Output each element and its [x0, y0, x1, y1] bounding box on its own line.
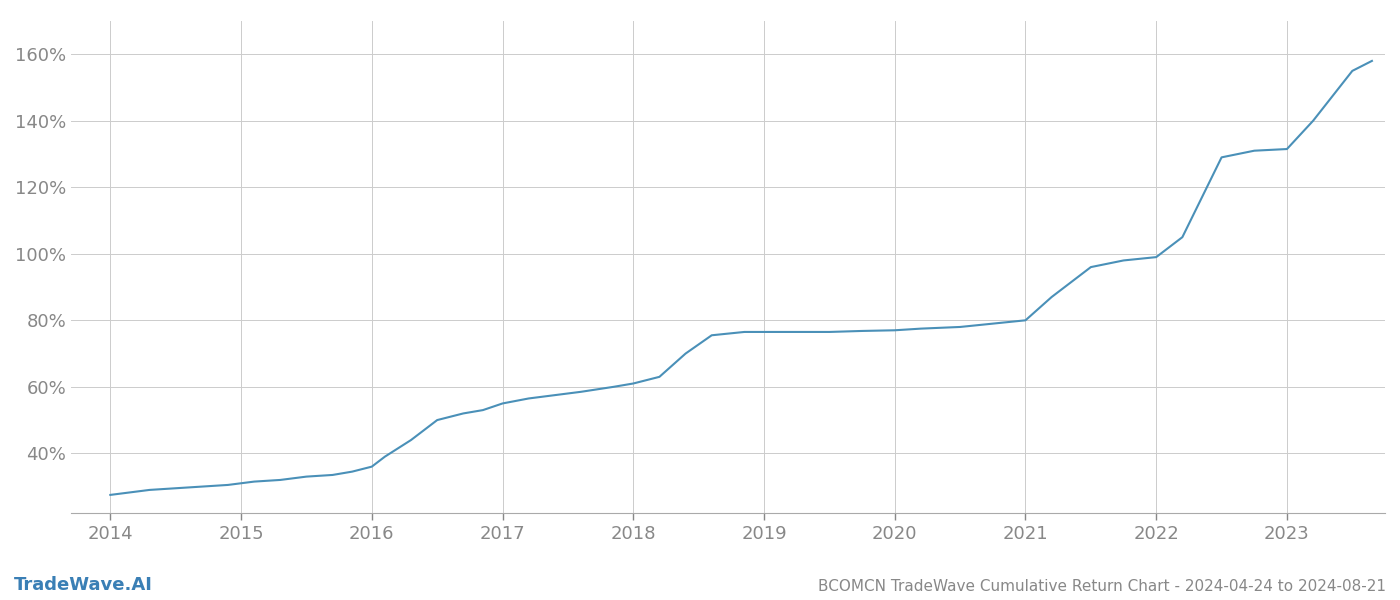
Text: BCOMCN TradeWave Cumulative Return Chart - 2024-04-24 to 2024-08-21: BCOMCN TradeWave Cumulative Return Chart… — [818, 579, 1386, 594]
Text: TradeWave.AI: TradeWave.AI — [14, 576, 153, 594]
